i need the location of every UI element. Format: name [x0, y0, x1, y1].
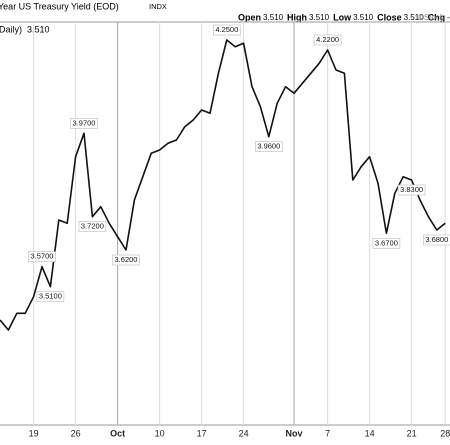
- x-tick-label: 10: [155, 428, 165, 438]
- data-label-group: 4.2200: [313, 34, 342, 46]
- data-label: 3.6200: [115, 255, 138, 264]
- x-tick-label: 14: [365, 428, 375, 438]
- data-label-box: [78, 221, 107, 232]
- data-label-box: [397, 184, 426, 196]
- ohlc-value: 3.510: [353, 13, 374, 22]
- data-label: 3.6700: [375, 238, 398, 247]
- data-label-group: 3.6800: [423, 234, 450, 246]
- data-label: 3.9600: [257, 142, 280, 151]
- data-label: 3.9700: [73, 118, 96, 127]
- data-label-box: [112, 254, 140, 266]
- data-label-group: 3.7200: [78, 221, 107, 232]
- data-label-group: 3.5100: [36, 291, 65, 302]
- x-tick-label: 26: [71, 428, 81, 438]
- data-label: 4.2200: [316, 35, 339, 44]
- data-label-group: 3.6700: [372, 238, 401, 249]
- x-tick-label: 21: [407, 428, 417, 438]
- data-label-group: 3.8300: [397, 184, 426, 196]
- x-tick-label: Oct: [110, 428, 125, 438]
- ohlc-value: 3.510: [404, 13, 425, 22]
- x-tick-label: 24: [239, 428, 249, 438]
- data-label-box: [36, 291, 65, 302]
- price-line: [0, 39, 446, 331]
- data-label-group: 3.9700: [70, 118, 98, 129]
- data-label: 3.8300: [400, 185, 423, 194]
- data-label-group: 4.2500: [213, 24, 241, 36]
- data-label-box: [28, 251, 56, 262]
- data-label-box: [313, 34, 342, 46]
- data-label-group: 3.5700: [28, 251, 56, 262]
- x-tick-label: 28: [440, 428, 450, 438]
- ohlc-label: Low: [333, 12, 352, 22]
- data-label: 3.6800: [425, 235, 448, 244]
- data-label-group: 3.6200: [112, 254, 140, 266]
- data-label-box: [70, 118, 98, 129]
- data-label-box: [255, 141, 283, 152]
- ohlc-label: Close: [377, 12, 402, 22]
- x-tick-label: Nov: [285, 428, 302, 438]
- legend-label: Daily): [0, 24, 22, 34]
- ohlc-header: Open 3.510 High 3.510 Low 3.510 Close 3.510 Chg -…: [238, 12, 450, 22]
- x-tick-label: 19: [29, 428, 39, 438]
- ohlc-label: Chg: [428, 12, 446, 22]
- ohlc-value: -0.020: [447, 13, 450, 22]
- ohlc-label: Open: [238, 12, 261, 22]
- data-label-box: [372, 238, 401, 249]
- ohlc-label: High: [287, 12, 307, 22]
- x-tick-label: 17: [197, 428, 207, 438]
- data-label: 3.7200: [81, 222, 104, 231]
- legend-value: 3.510: [27, 24, 50, 34]
- chart-title: Year US Treasury Yield (EOD): [0, 1, 119, 11]
- data-label: 3.5700: [31, 252, 54, 261]
- data-label-box: [213, 24, 241, 36]
- data-label-box: [423, 234, 450, 246]
- credit: ©Stock: [418, 13, 445, 22]
- data-label: 4.2500: [215, 25, 238, 34]
- exchange: INDX: [149, 2, 167, 11]
- ohlc-value: 3.510: [263, 13, 284, 22]
- x-tick-label: 7: [325, 428, 330, 438]
- data-label: 3.5100: [39, 292, 62, 301]
- ohlc-value: 3.510: [309, 13, 330, 22]
- data-label-group: 3.9600: [255, 141, 283, 152]
